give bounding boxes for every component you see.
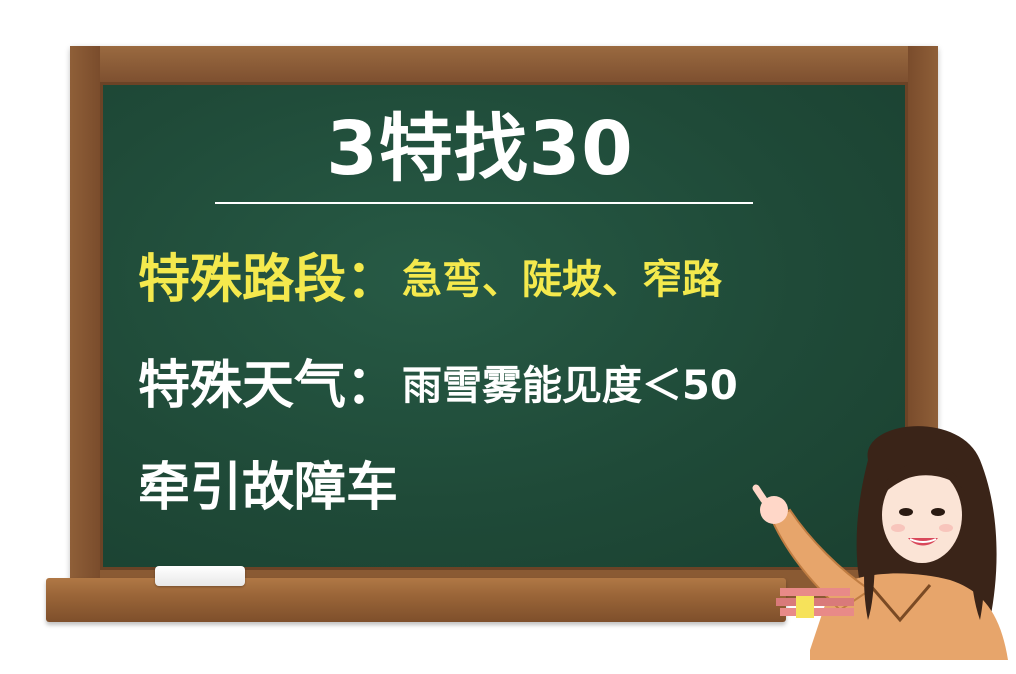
line-heading: 特殊天气： (138, 356, 399, 416)
line-detail: 雨雪雾能见度＜50 (402, 363, 738, 409)
line-detail: 急弯、陡坡、窄路 (402, 257, 723, 303)
title-underline (215, 202, 753, 204)
board-line-towing: 牵引故障车 (138, 462, 398, 514)
line-heading: 牵引故障车 (138, 458, 399, 518)
board-title: 3特找30 (326, 106, 634, 192)
chalk-icon (155, 566, 245, 586)
presenter-illustration (752, 426, 1008, 660)
board-line-special-road: 特殊路段： 急弯、陡坡、窄路 (138, 254, 722, 306)
board-line-special-weather: 特殊天气： 雨雪雾能见度＜50 (138, 360, 738, 412)
line-heading: 特殊路段： (138, 250, 399, 310)
